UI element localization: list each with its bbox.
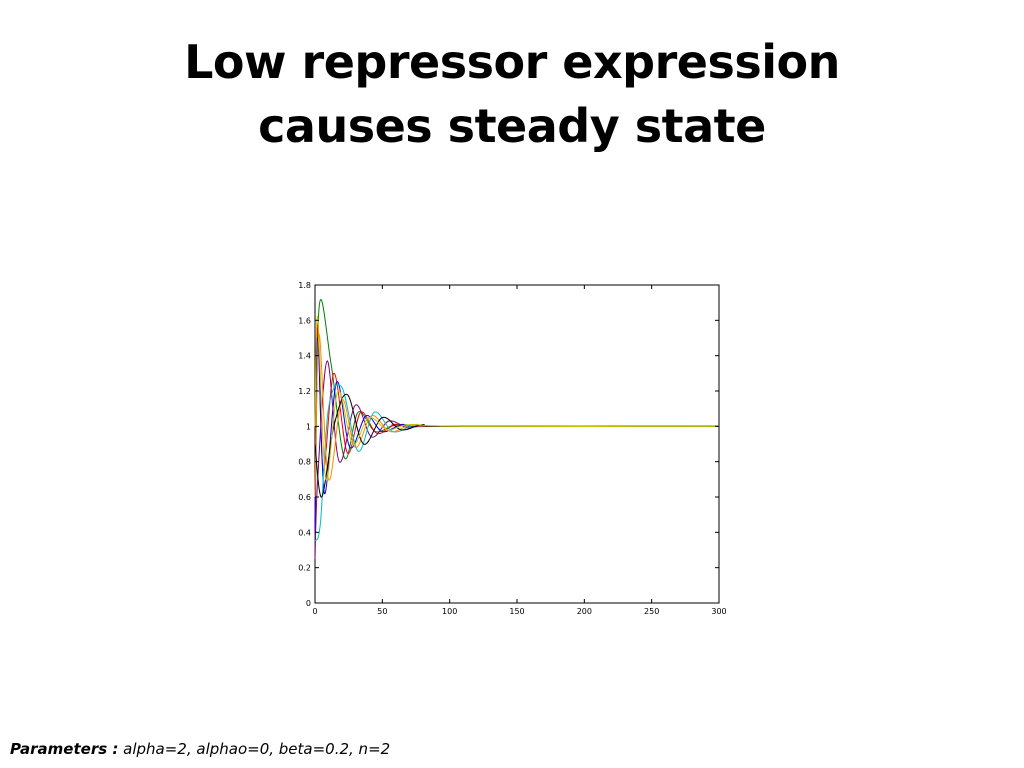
- slide-title-line-2: causes steady state: [258, 99, 766, 153]
- y-tick-label: 0.2: [298, 564, 311, 573]
- parameters-values: alpha=2, alphao=0, beta=0.2, n=2: [118, 740, 391, 758]
- x-tick-label: 300: [711, 607, 726, 616]
- y-tick-label: 1.8: [298, 281, 311, 290]
- y-tick-label: 1.6: [298, 316, 311, 325]
- series-line-8: [314, 316, 720, 481]
- plot-frame: [314, 284, 720, 604]
- y-tick-label: 0.4: [298, 528, 311, 537]
- axes-layer: 0 50 100 150 200 250 300 0 0.2 0.4 0.6 0.8 1 1.2 1.4 1.…: [298, 281, 726, 616]
- x-tick-label: 150: [509, 607, 524, 616]
- x-tick-label: 200: [577, 607, 592, 616]
- y-tick-label: 0: [306, 599, 311, 608]
- parameters-label: Parameters :: [10, 740, 119, 758]
- line-chart: 0 50 100 150 200 250 300 0 0.2 0.4 0.6 0.8 1 1.2 1.4 1.…: [298, 281, 726, 616]
- x-tick-label: 100: [442, 607, 457, 616]
- y-tick-label: 1.4: [298, 352, 311, 361]
- slide-title: Low repressor expression causes steady s…: [0, 30, 1024, 158]
- y-tick-label: 0.8: [298, 458, 311, 467]
- y-tick-label: 1.2: [298, 387, 311, 396]
- x-tick-label: 50: [377, 607, 387, 616]
- slide-title-line-1: Low repressor expression: [184, 35, 840, 89]
- y-tick-label: 1: [306, 422, 311, 431]
- x-tick-label: 0: [312, 607, 317, 616]
- y-tick-label: 0.6: [298, 493, 311, 502]
- parameters-note: Parameters : alpha=2, alphao=0, beta=0.2…: [10, 740, 390, 758]
- series-layer: [314, 299, 720, 559]
- x-tick-label: 250: [644, 607, 659, 616]
